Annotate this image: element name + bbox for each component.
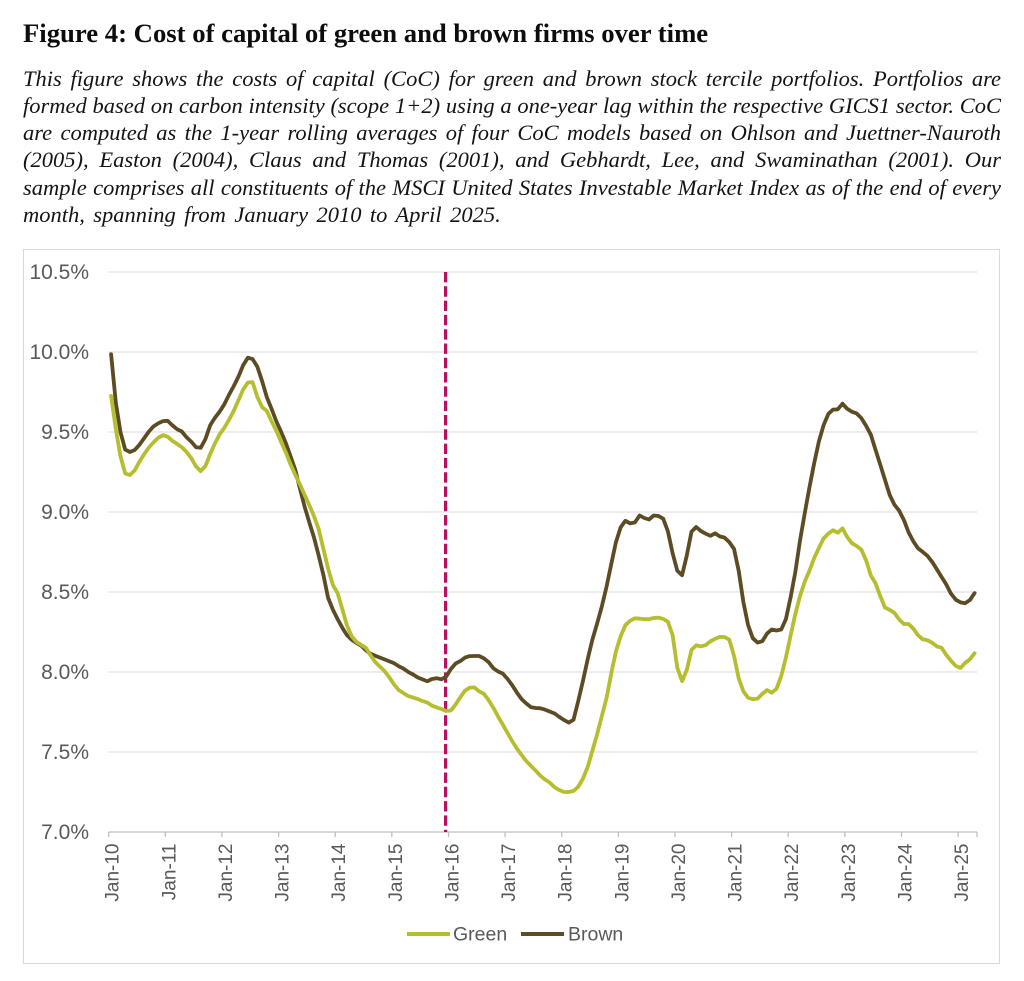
svg-text:Jan-18: Jan-18 — [556, 844, 577, 902]
svg-text:Jan-16: Jan-16 — [442, 844, 463, 902]
svg-text:10.5%: 10.5% — [29, 261, 89, 284]
svg-text:Brown: Brown — [568, 924, 623, 946]
svg-text:Jan-21: Jan-21 — [726, 844, 747, 902]
svg-text:7.0%: 7.0% — [41, 821, 89, 844]
svg-text:Jan-12: Jan-12 — [216, 844, 237, 902]
svg-text:Jan-24: Jan-24 — [896, 843, 917, 902]
svg-text:Jan-10: Jan-10 — [103, 844, 124, 902]
svg-text:8.0%: 8.0% — [41, 661, 89, 684]
svg-text:Jan-25: Jan-25 — [952, 844, 973, 902]
svg-text:Jan-14: Jan-14 — [329, 843, 350, 902]
svg-text:Green: Green — [453, 924, 507, 946]
svg-text:Jan-23: Jan-23 — [839, 844, 860, 902]
svg-text:9.5%: 9.5% — [41, 421, 89, 444]
svg-text:10.0%: 10.0% — [29, 341, 89, 364]
svg-text:Jan-15: Jan-15 — [386, 844, 407, 902]
svg-text:Jan-22: Jan-22 — [782, 844, 803, 902]
svg-text:9.0%: 9.0% — [41, 501, 89, 524]
svg-text:8.5%: 8.5% — [41, 581, 89, 604]
svg-text:Jan-17: Jan-17 — [499, 844, 520, 902]
svg-text:Jan-13: Jan-13 — [273, 844, 294, 902]
svg-text:Jan-11: Jan-11 — [159, 844, 180, 901]
svg-text:7.5%: 7.5% — [41, 741, 89, 764]
svg-text:Jan-19: Jan-19 — [612, 844, 633, 902]
svg-text:Jan-20: Jan-20 — [669, 844, 690, 902]
